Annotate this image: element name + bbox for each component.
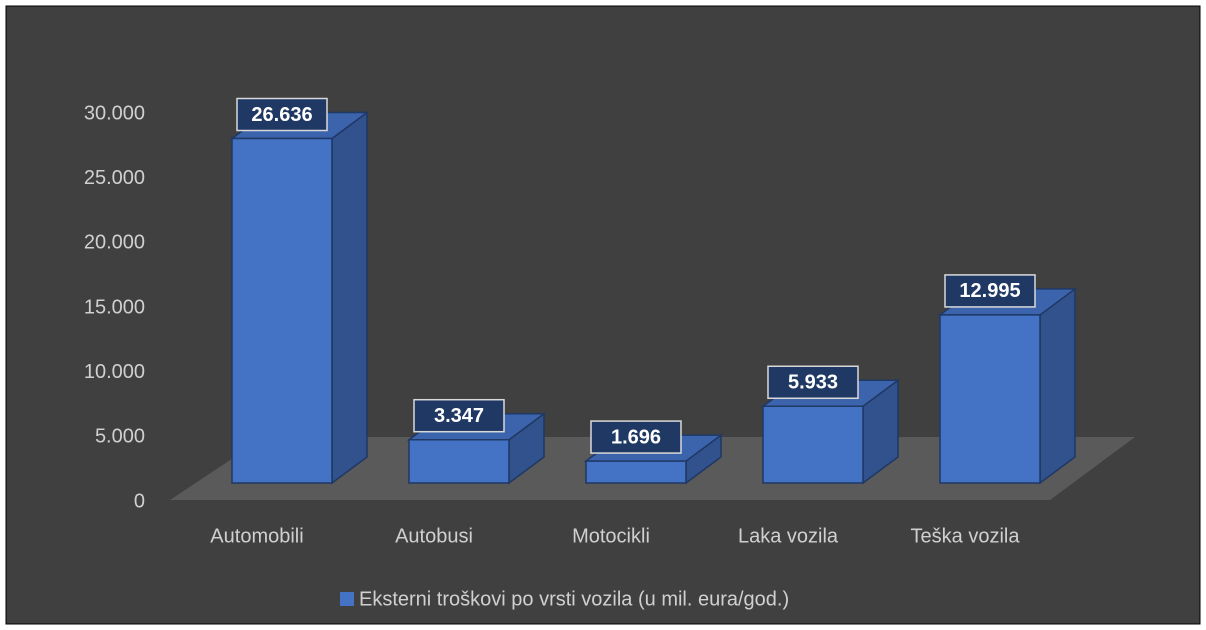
- bar-side: [1039, 287, 1076, 485]
- x-tick-label: Teška vozila: [911, 525, 1021, 547]
- y-tick-label: 0: [134, 490, 145, 512]
- value-label: 12.995: [959, 280, 1020, 302]
- legend-swatch: [340, 592, 354, 606]
- y-tick-label: 15.000: [84, 296, 145, 318]
- x-tick-label: Autobusi: [395, 525, 473, 547]
- legend-label: Eksterni troškovi po vrsti vozila (u mil…: [359, 588, 789, 610]
- x-tick-label: Automobili: [210, 525, 303, 547]
- value-label-box: [590, 420, 682, 454]
- bar-front: [762, 405, 864, 484]
- value-label: 26.636: [251, 104, 312, 126]
- bar-front: [585, 460, 687, 484]
- value-label: 3.347: [434, 405, 484, 427]
- y-tick-label: 30.000: [84, 102, 145, 124]
- value-label-box: [236, 97, 328, 132]
- y-tick-label: 5.000: [95, 426, 145, 448]
- value-label-box: [413, 398, 505, 433]
- value-label: 5.933: [788, 372, 838, 394]
- bar: [229, 111, 370, 485]
- bar-front: [231, 137, 333, 484]
- y-tick-label: 20.000: [84, 232, 145, 254]
- value-label: 1.696: [611, 426, 661, 448]
- x-tick-label: Laka vozila: [738, 525, 839, 547]
- bar-side: [331, 111, 368, 485]
- bar: [937, 287, 1078, 485]
- bar-front: [939, 314, 1041, 484]
- y-tick-label: 10.000: [84, 361, 145, 383]
- y-tick-label: 25.000: [84, 167, 145, 189]
- value-label-box: [944, 274, 1036, 308]
- x-tick-label: Motocikli: [572, 525, 650, 547]
- bar-front: [408, 438, 510, 484]
- value-label-box: [767, 365, 859, 400]
